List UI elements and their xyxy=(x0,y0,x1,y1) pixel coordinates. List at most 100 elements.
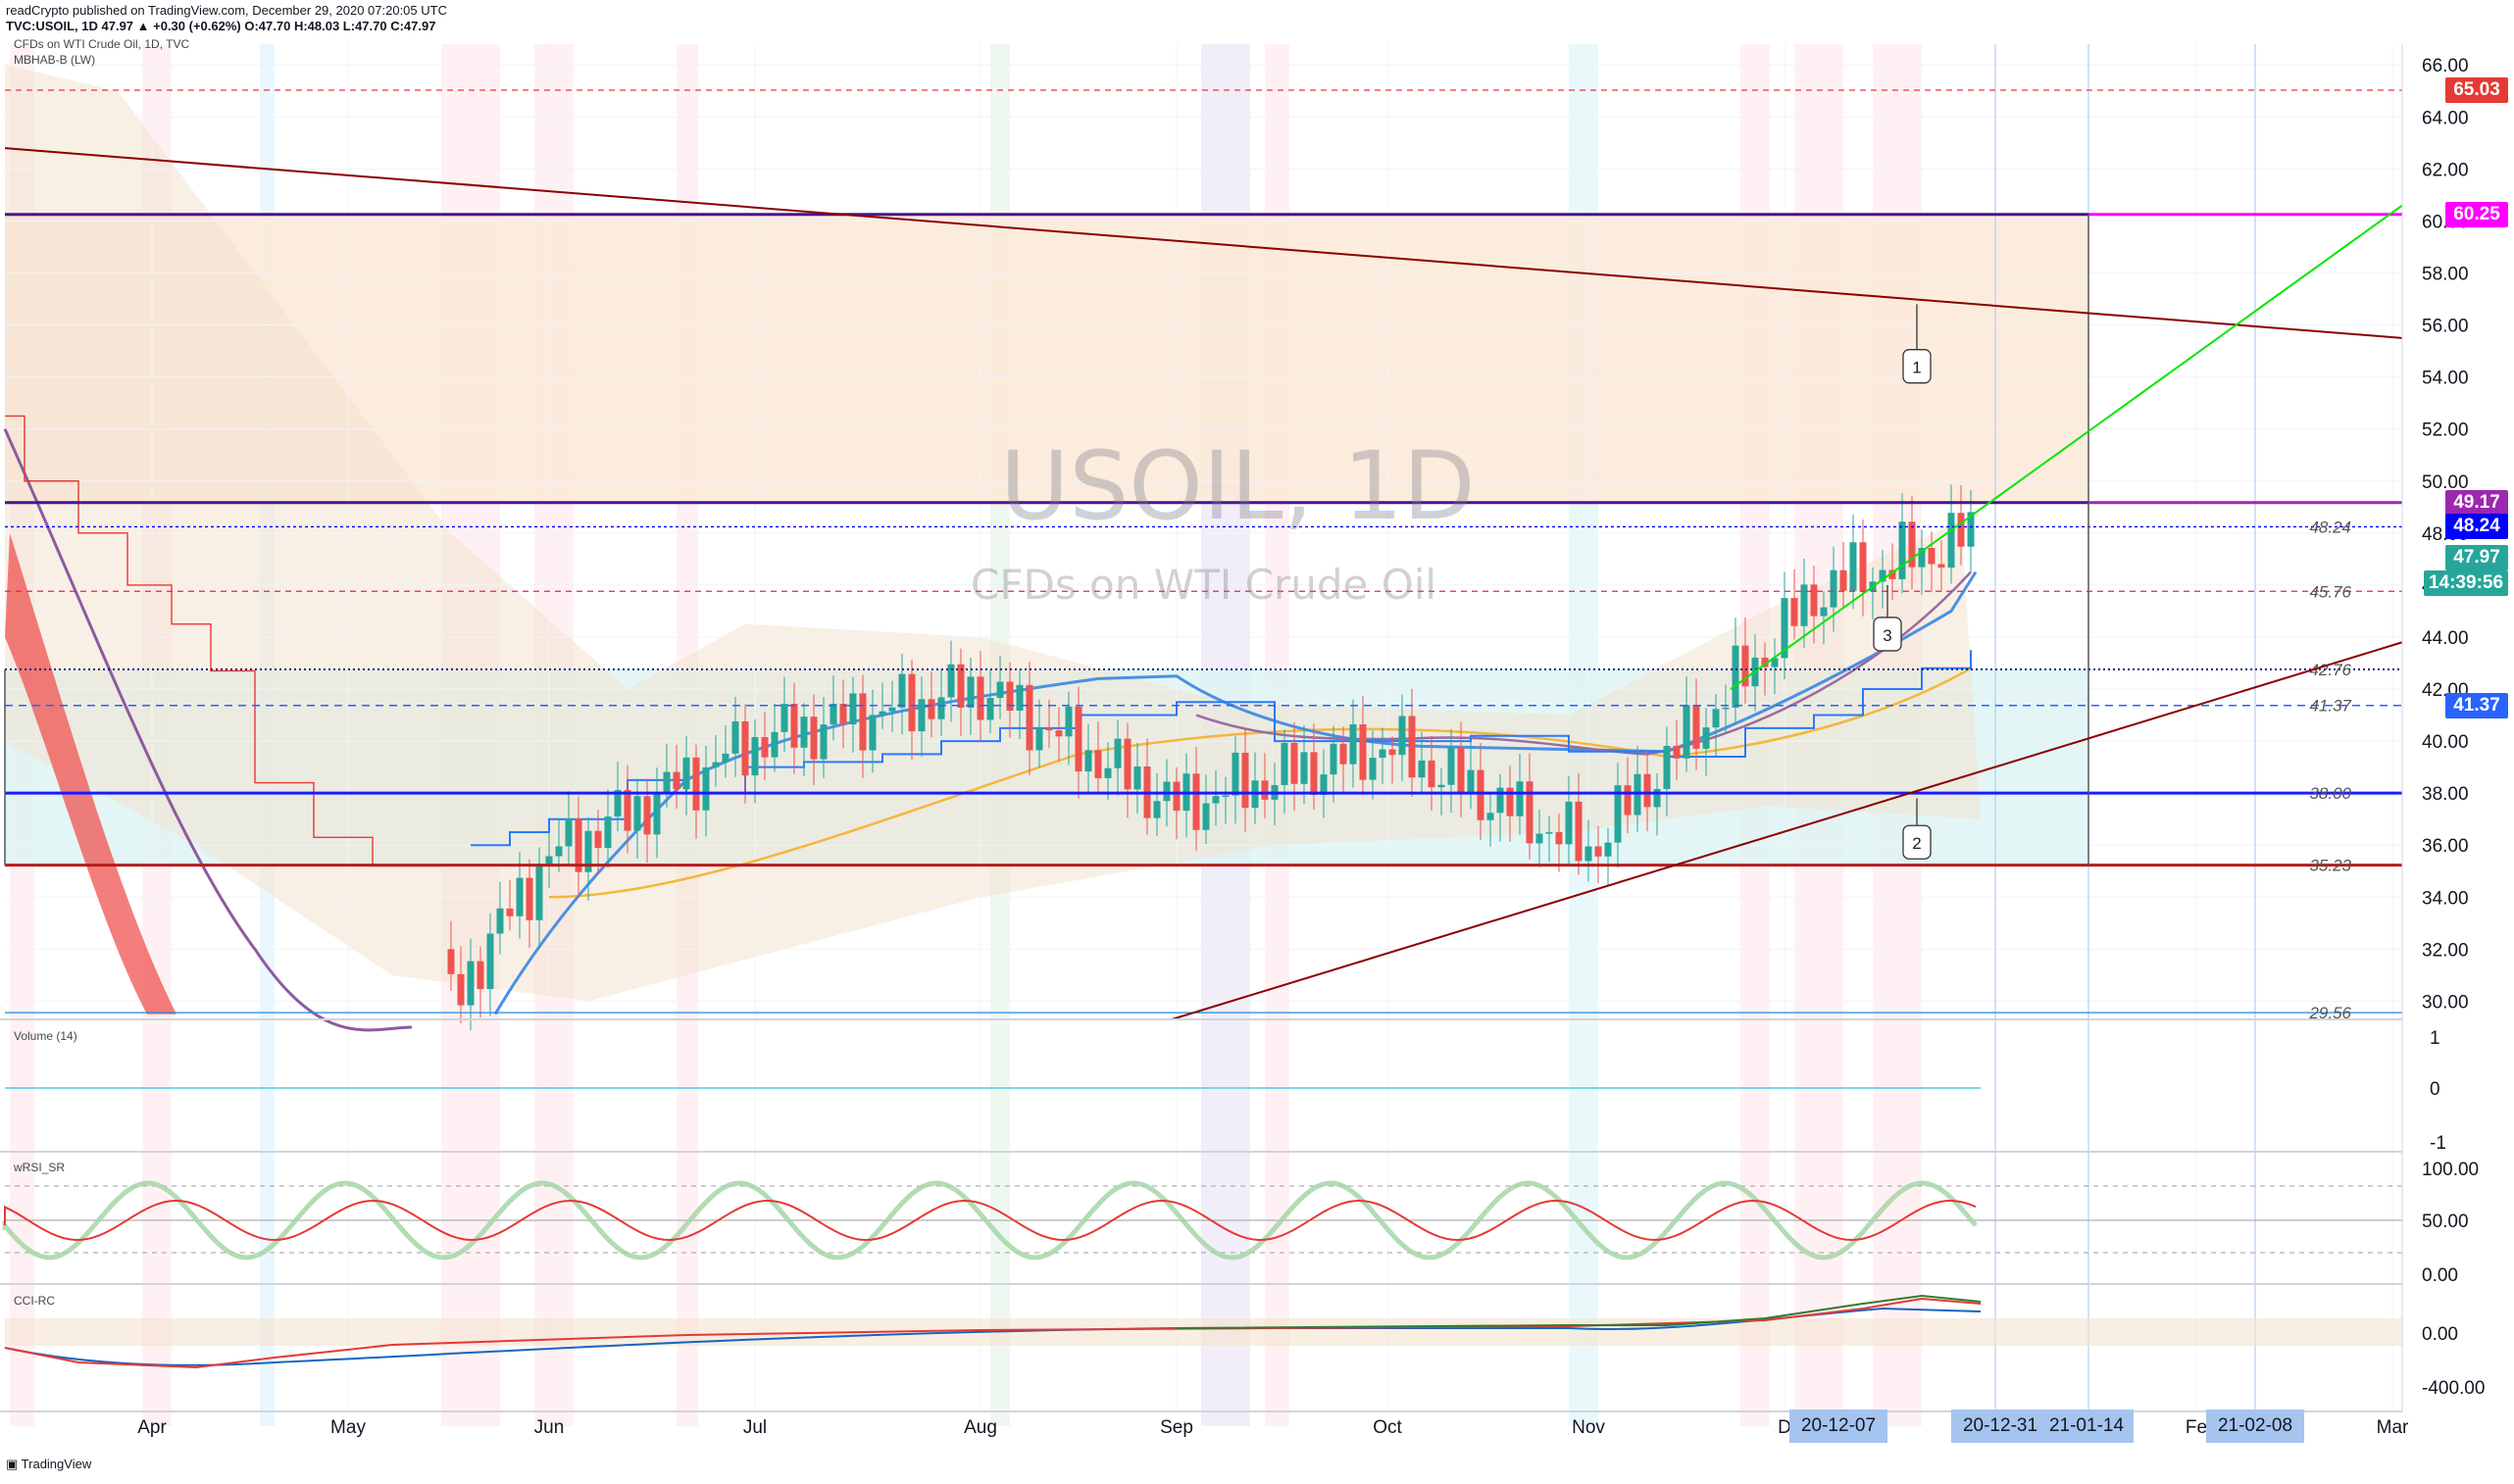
candle-body xyxy=(1820,607,1828,617)
candle-body xyxy=(1555,832,1563,845)
candle-body xyxy=(604,816,612,849)
candle-body xyxy=(898,673,906,708)
candle-body xyxy=(467,961,475,1006)
candle-body xyxy=(584,830,592,872)
cci-pane-title: CCI-RC xyxy=(14,1294,55,1308)
callout-label-1: 1 xyxy=(1912,359,1921,377)
candle-body xyxy=(1232,752,1239,796)
y-tick-62.00: 62.00 xyxy=(2422,160,2469,180)
price-label-47.97: 47.97 xyxy=(2445,544,2508,570)
candle-body xyxy=(937,697,945,719)
candle-body xyxy=(830,703,837,725)
candle-body xyxy=(1094,750,1102,778)
y-tick-50.00: 50.00 xyxy=(2422,472,2469,493)
candle-body xyxy=(800,717,808,748)
candle-body xyxy=(947,664,955,698)
level-label-42.76: 42.76 xyxy=(2309,661,2351,679)
candle-body xyxy=(1947,513,1955,569)
violet-ma xyxy=(1195,570,1972,756)
candle-body xyxy=(1545,832,1553,834)
symbol-description: CFDs on WTI Crude Oil, 1D, TVC xyxy=(14,37,190,51)
price-label-65.03: 65.03 xyxy=(2445,76,2508,103)
candle-body xyxy=(496,908,504,934)
blue-ma xyxy=(493,570,1978,1015)
candle-body xyxy=(810,717,818,760)
horizontal-levels: 48.24 45.76 42.76 41.37 38.00 35.23 29.56 xyxy=(4,89,2402,1022)
candle-body xyxy=(1124,738,1131,790)
candle-body xyxy=(1692,705,1700,749)
x-tick-Sep: Sep xyxy=(1160,1417,1193,1438)
callout-label-3: 3 xyxy=(1883,626,1891,645)
candle-body xyxy=(1790,598,1798,626)
candle-body xyxy=(751,736,759,776)
y-tick-36.00: 36.00 xyxy=(2422,836,2469,857)
date-badge-20-12-07: 20-12-07 xyxy=(1789,1410,1887,1443)
candle-body xyxy=(614,790,622,817)
indicator-name: MBHAB-B (LW) xyxy=(14,53,96,67)
x-tick-Mar: Mar xyxy=(2377,1417,2409,1438)
cci-zone xyxy=(5,1318,2402,1346)
candle-body xyxy=(663,771,671,793)
candle-body xyxy=(1016,684,1024,712)
candle-body xyxy=(633,796,641,831)
candle-body xyxy=(1614,785,1622,843)
candle-body xyxy=(741,720,749,776)
candle-body xyxy=(1486,813,1494,820)
level-label-41.37: 41.37 xyxy=(2309,697,2351,716)
candle-body xyxy=(447,949,455,974)
price-label-48.24: 48.24 xyxy=(2445,514,2508,540)
level-label-35.23: 35.23 xyxy=(2309,857,2351,875)
candle-body xyxy=(1281,742,1288,786)
candle-body xyxy=(1663,745,1671,790)
candle-body xyxy=(1320,774,1328,796)
candle-body xyxy=(1839,569,1847,591)
candle-body xyxy=(731,720,739,754)
candle-body xyxy=(1084,750,1092,772)
candle-body xyxy=(624,790,631,831)
candle-body xyxy=(1741,645,1749,687)
candle-body xyxy=(702,767,710,811)
cci-tick--400.00: -400.00 xyxy=(2422,1378,2485,1399)
candle-body xyxy=(1957,513,1965,547)
candle-body xyxy=(1879,569,1886,582)
candle-body xyxy=(928,699,935,719)
date-badge-21-01-14: 21-01-14 xyxy=(2039,1410,2134,1443)
candle-body xyxy=(839,703,847,725)
candle-body xyxy=(653,792,661,835)
candle-body xyxy=(506,908,514,916)
candle-body xyxy=(977,676,984,720)
candle-body xyxy=(1908,521,1916,568)
candle-body xyxy=(1467,769,1475,795)
candle-body xyxy=(879,711,886,716)
red-ribbon xyxy=(5,532,216,1014)
date-badge-20-12-31: 20-12-31 xyxy=(1951,1410,2049,1443)
y-tick-52.00: 52.00 xyxy=(2422,420,2469,441)
candle-body xyxy=(1516,781,1524,816)
x-tick-D: D xyxy=(1778,1417,1791,1438)
candle-body xyxy=(1339,743,1347,765)
candle-body xyxy=(1535,833,1543,844)
callout-box-3 xyxy=(1873,617,1902,652)
candle-body xyxy=(1732,645,1739,708)
candle-body xyxy=(1222,795,1230,797)
y-tick-44.00: 44.00 xyxy=(2422,628,2469,649)
candle-body xyxy=(1192,773,1200,830)
candle-body xyxy=(986,698,994,720)
candle-body xyxy=(1379,749,1386,759)
x-tick-Jun: Jun xyxy=(534,1417,565,1438)
candle-body xyxy=(1898,521,1906,579)
trend-lines: 1 2 3 xyxy=(4,147,2403,1020)
candle-body xyxy=(643,796,651,835)
x-tick-Jul: Jul xyxy=(743,1417,767,1438)
symbol-ohlc-line: TVC:USOIL, 1D 47.97 ▲ +0.30 (+0.62%) O:4… xyxy=(6,19,435,34)
candle-body xyxy=(1006,681,1014,712)
green-trendline xyxy=(1730,204,2403,690)
candle-body xyxy=(1261,780,1269,800)
rsi-signal-line xyxy=(4,1199,1977,1242)
candle-body xyxy=(771,731,779,758)
candle-body xyxy=(1604,842,1612,857)
candle-body xyxy=(486,933,494,990)
candle-body xyxy=(1859,542,1867,592)
rsi-pane-title: wRSI_SR xyxy=(14,1161,66,1174)
